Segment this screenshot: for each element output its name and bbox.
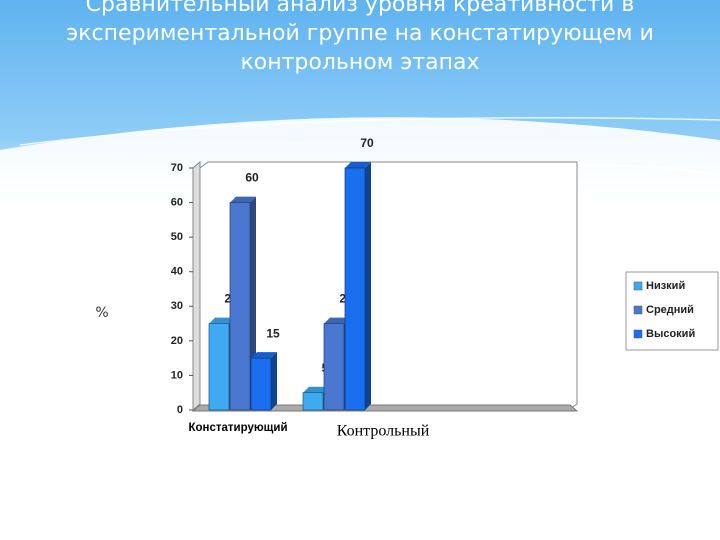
y-tick-label: 50 [171,231,183,243]
header-curve [19,117,720,146]
bar-side [365,162,371,410]
y-tick-label: 70 [171,162,183,174]
x-tick-label: Констатирующий [188,422,287,434]
bar-top [345,162,371,168]
legend-label: Средний [646,304,694,316]
value-label: 60 [245,171,259,185]
bar-top [303,386,329,393]
legend-label: Высокий [646,328,695,340]
bar [302,392,324,411]
chart-title: Сравнительный анализ уровня креативности… [66,0,654,75]
y-tick-label: 10 [171,369,183,381]
bar-top [251,352,277,359]
bar [344,167,366,411]
bar-top [209,317,235,324]
y-tick-label: 30 [171,300,183,312]
y-tick-label: 40 [171,266,183,278]
bar-top [324,317,350,324]
value-label: 15 [266,326,280,340]
plot-side-wall [192,160,201,412]
x-tick-label: Контрольный [337,423,430,440]
bar [208,323,230,411]
bar [323,323,345,411]
legend-swatch [633,329,643,339]
bar-side [271,352,277,410]
title-box: Сравнительный анализ уровня креативности… [66,0,654,75]
y-tick-label: 60 [171,196,183,208]
legend-label: Низкий [646,280,685,292]
plot-floor [191,404,579,412]
legend-swatch [633,281,643,291]
y-tick-label: 0 [177,404,183,416]
bar [229,202,251,411]
legend-swatch [633,305,643,315]
value-label: 70 [360,136,374,150]
y-axis-label: % [95,305,108,321]
bar-top [230,196,256,203]
bar [250,357,272,411]
y-tick-label: 20 [171,335,183,347]
